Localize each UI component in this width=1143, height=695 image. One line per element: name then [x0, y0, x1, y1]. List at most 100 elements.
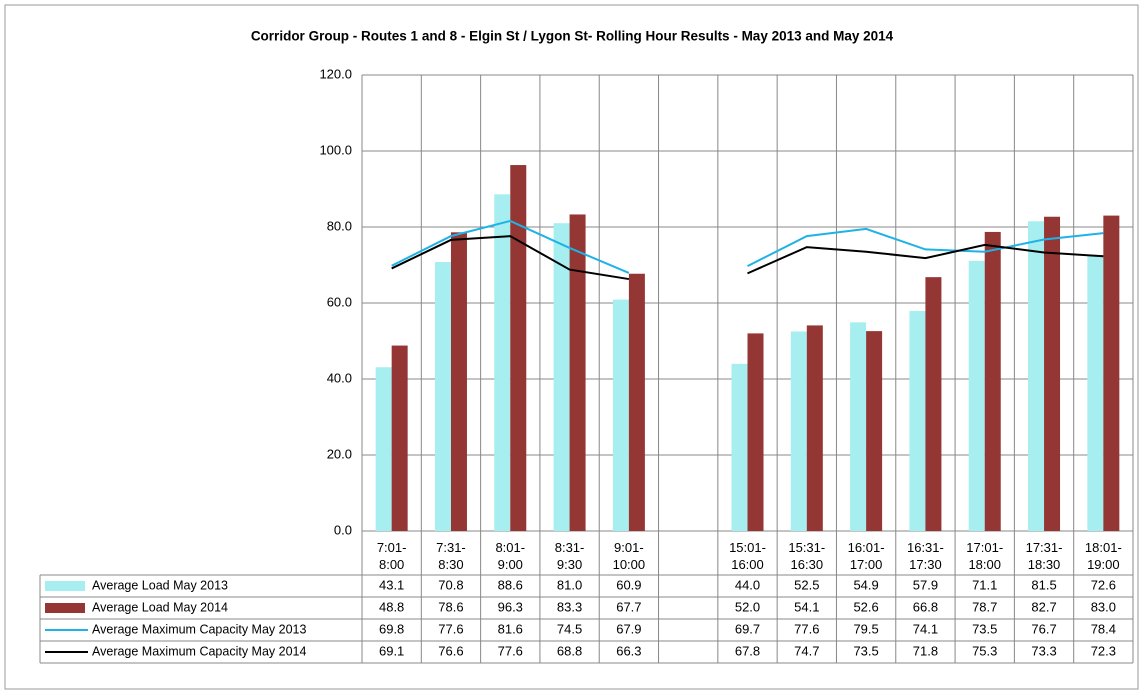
x-tick-label: 8:01-9:00: [495, 540, 526, 572]
table-value: 83.0: [1091, 599, 1116, 614]
table-value: 71.8: [913, 643, 938, 658]
legend-label: Average Load May 2013: [92, 578, 228, 592]
table-value: 88.6: [498, 577, 523, 592]
x-tick-label: 7:01-8:00: [376, 540, 407, 572]
table-value: 78.7: [972, 599, 997, 614]
table-value: 52.5: [794, 577, 819, 592]
table-value: 69.7: [735, 621, 760, 636]
table-value: 74.5: [557, 621, 582, 636]
bar: [866, 331, 883, 531]
table-value: 74.7: [794, 643, 819, 658]
table-value: 75.3: [972, 643, 997, 658]
x-tick-label: 16:01-17:00: [847, 540, 885, 572]
table-value: 78.4: [1091, 621, 1116, 636]
table-value: 73.5: [972, 621, 997, 636]
y-tick-label: 20.0: [327, 446, 352, 461]
y-tick-label: 60.0: [327, 294, 352, 309]
x-tick-label: 15:31-16:30: [788, 540, 826, 572]
table-value: 77.6: [438, 621, 463, 636]
table-value: 54.9: [853, 577, 878, 592]
bar: [569, 214, 586, 531]
table-value: 70.8: [438, 577, 463, 592]
bar: [628, 273, 645, 531]
y-tick-label: 0.0: [334, 522, 352, 537]
table-value: 76.6: [438, 643, 463, 658]
table-value: 81.5: [1031, 577, 1056, 592]
table-value: 66.8: [913, 599, 938, 614]
legend-swatch: [45, 603, 85, 613]
table-value: 68.8: [557, 643, 582, 658]
bar: [747, 333, 764, 531]
table-value: 67.9: [616, 621, 641, 636]
table-value: 48.8: [379, 599, 404, 614]
table-value: 81.6: [498, 621, 523, 636]
table-value: 72.3: [1091, 643, 1116, 658]
bar: [850, 322, 867, 531]
bar: [553, 223, 570, 531]
legend-label: Average Maximum Capacity May 2014: [92, 644, 306, 658]
legend-label: Average Load May 2014: [92, 600, 228, 614]
y-tick-label: 120.0: [319, 66, 352, 81]
bar: [925, 277, 942, 531]
y-tick-label: 100.0: [319, 142, 352, 157]
table-value: 54.1: [794, 599, 819, 614]
table-value: 73.5: [853, 643, 878, 658]
table-value: 44.0: [735, 577, 760, 592]
y-tick-label: 80.0: [327, 218, 352, 233]
bar: [1028, 221, 1045, 532]
table-value: 77.6: [498, 643, 523, 658]
table-value: 52.6: [853, 599, 878, 614]
bar: [790, 331, 807, 531]
bar: [510, 165, 527, 531]
bar: [731, 363, 748, 531]
table-value: 60.9: [616, 577, 641, 592]
table-value: 67.7: [616, 599, 641, 614]
x-tick-label: 16:31-17:30: [906, 540, 944, 572]
table-value: 71.1: [972, 577, 997, 592]
x-tick-label: 18:01-19:00: [1084, 540, 1122, 572]
x-tick-label: 9:01-10:00: [612, 540, 646, 572]
table-value: 78.6: [438, 599, 463, 614]
bar: [1044, 216, 1061, 532]
x-tick-label: 7:31-8:30: [436, 540, 466, 572]
table-value: 81.0: [557, 577, 582, 592]
table-value: 76.7: [1031, 621, 1056, 636]
bar: [612, 299, 629, 531]
x-tick-label: 17:01-18:00: [966, 540, 1004, 572]
legend-label: Average Maximum Capacity May 2013: [92, 622, 306, 636]
bar: [806, 325, 823, 531]
bar: [450, 232, 467, 531]
table-value: 43.1: [379, 577, 404, 592]
table-value: 79.5: [853, 621, 878, 636]
chart-title: Corridor Group - Routes 1 and 8 - Elgin …: [251, 29, 894, 44]
table-value: 74.1: [913, 621, 938, 636]
x-tick-label: 8:31-9:30: [554, 540, 585, 572]
table-value: 69.8: [379, 621, 404, 636]
table-value: 96.3: [498, 599, 523, 614]
table-value: 77.6: [794, 621, 819, 636]
table-value: 72.6: [1091, 577, 1116, 592]
bar: [968, 260, 985, 531]
bar: [909, 310, 926, 531]
line: [391, 235, 1104, 281]
bar: [494, 194, 511, 531]
bar: [375, 367, 392, 531]
bar: [1103, 215, 1120, 531]
legend-swatch: [45, 581, 85, 591]
line: [391, 219, 1104, 274]
table-value: 66.3: [616, 643, 641, 658]
table-value: 73.3: [1031, 643, 1056, 658]
table-value: 69.1: [379, 643, 404, 658]
table-value: 52.0: [735, 599, 760, 614]
y-tick-label: 40.0: [327, 370, 352, 385]
x-tick-label: 17:31-18:30: [1025, 540, 1063, 572]
table-value: 83.3: [557, 599, 582, 614]
bar: [984, 231, 1001, 531]
table-value: 67.8: [735, 643, 760, 658]
x-tick-label: 15:01-16:00: [729, 540, 766, 572]
table-value: 82.7: [1031, 599, 1056, 614]
bar: [1087, 255, 1104, 531]
table-value: 57.9: [913, 577, 938, 592]
